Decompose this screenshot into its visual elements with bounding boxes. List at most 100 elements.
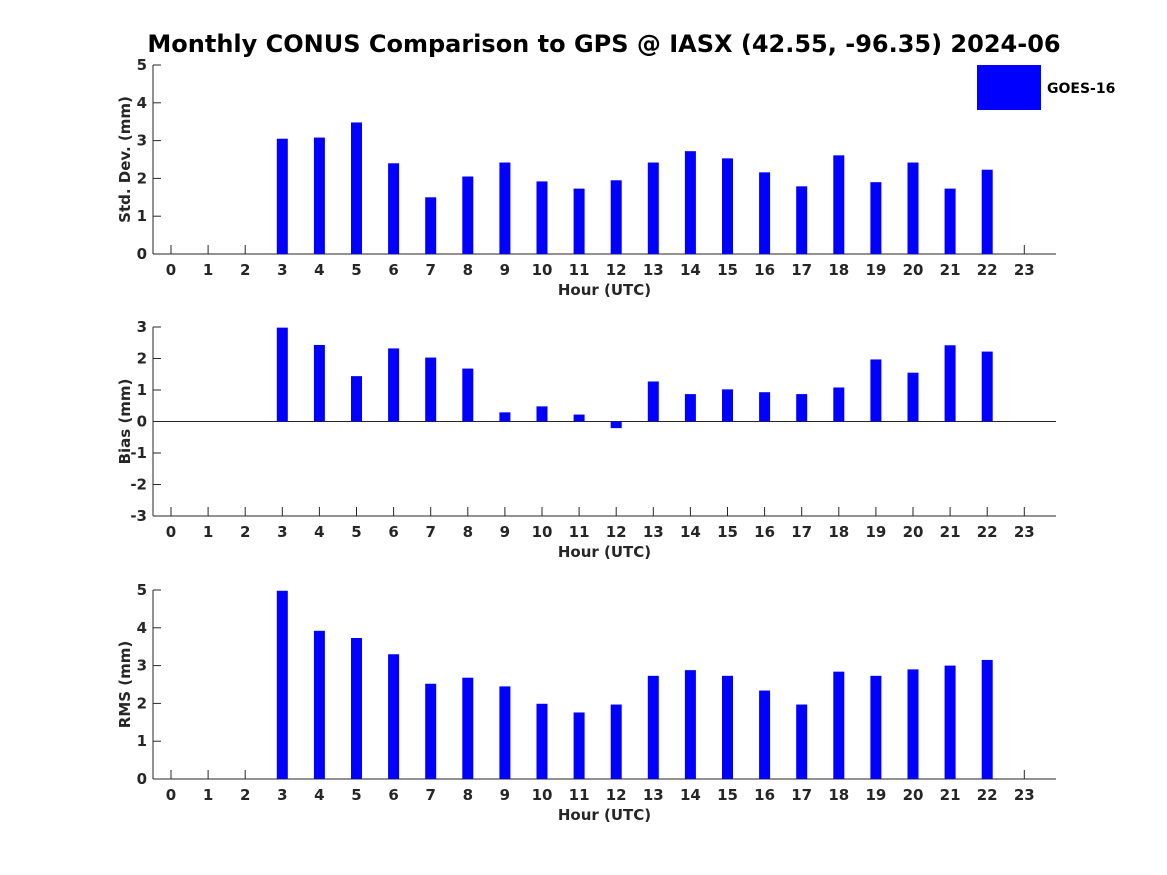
y-axis-label: Std. Dev. (mm) — [116, 96, 134, 223]
bar-hour-10 — [536, 181, 548, 254]
x-tick-label: 21 — [940, 523, 961, 541]
x-tick-label: 18 — [828, 786, 849, 804]
x-tick-label: 23 — [1014, 786, 1035, 804]
x-tick-label: 6 — [388, 261, 398, 279]
x-tick-label: 13 — [643, 523, 664, 541]
x-tick-label: 21 — [940, 261, 961, 279]
x-tick-label: 11 — [569, 261, 590, 279]
x-tick-label: 2 — [240, 261, 250, 279]
bar-hour-11 — [573, 712, 585, 779]
x-tick-label: 2 — [240, 786, 250, 804]
x-axis-label: Hour (UTC) — [558, 281, 651, 299]
bar-hour-8 — [462, 176, 474, 254]
x-tick-label: 16 — [754, 261, 775, 279]
bar-hour-4 — [313, 630, 325, 779]
y-tick-label: 3 — [137, 318, 147, 336]
x-tick-label: 7 — [425, 786, 435, 804]
y-tick-label: -2 — [130, 476, 147, 494]
y-tick-label: 1 — [137, 732, 147, 750]
x-tick-label: 14 — [680, 261, 701, 279]
x-tick-label: 15 — [717, 261, 738, 279]
y-axis-label: Bias (mm) — [116, 379, 134, 465]
bar-hour-19 — [870, 359, 882, 422]
y-tick-label: 4 — [137, 619, 147, 637]
bar-hour-6 — [388, 163, 400, 254]
legend-label: GOES-16 — [1047, 81, 1115, 97]
bar-hour-12 — [610, 180, 622, 254]
bar-hour-21 — [944, 345, 956, 422]
bar-hour-8 — [462, 368, 474, 422]
y-tick-label: 1 — [137, 381, 147, 399]
x-tick-label: 19 — [865, 523, 886, 541]
x-tick-label: 12 — [606, 523, 627, 541]
bar-hour-13 — [647, 162, 659, 254]
x-tick-label: 21 — [940, 786, 961, 804]
bar-hour-16 — [759, 172, 771, 254]
x-tick-label: 9 — [500, 523, 510, 541]
bar-hour-11 — [573, 188, 585, 254]
bar-hour-3 — [276, 138, 288, 254]
bar-hour-16 — [759, 392, 771, 422]
x-tick-label: 1 — [203, 523, 213, 541]
x-tick-label: 4 — [314, 786, 324, 804]
x-tick-label: 13 — [643, 261, 664, 279]
y-tick-label: -1 — [130, 444, 147, 462]
y-tick-label: 0 — [137, 770, 147, 788]
bar-hour-9 — [499, 686, 511, 779]
x-tick-label: 12 — [606, 261, 627, 279]
y-tick-label: -3 — [130, 507, 147, 525]
x-tick-label: 17 — [791, 786, 812, 804]
bar-hour-3 — [276, 590, 288, 779]
x-tick-label: 19 — [865, 786, 886, 804]
bar-hour-9 — [499, 412, 511, 422]
x-tick-label: 7 — [425, 523, 435, 541]
bar-hour-19 — [870, 675, 882, 779]
y-tick-label: 2 — [137, 169, 147, 187]
x-tick-label: 6 — [388, 786, 398, 804]
legend: GOES-16 — [977, 65, 1115, 110]
x-axis-label: Hour (UTC) — [558, 543, 651, 561]
bar-hour-12 — [610, 704, 622, 779]
y-tick-label: 0 — [137, 245, 147, 263]
x-tick-label: 5 — [351, 786, 361, 804]
bar-hour-16 — [759, 690, 771, 779]
x-tick-label: 5 — [351, 523, 361, 541]
bar-hour-13 — [647, 675, 659, 779]
y-tick-label: 3 — [137, 657, 147, 675]
x-tick-label: 3 — [277, 261, 287, 279]
x-tick-label: 16 — [754, 786, 775, 804]
x-tick-label: 14 — [680, 523, 701, 541]
x-tick-label: 9 — [500, 786, 510, 804]
bar-hour-17 — [796, 394, 808, 422]
bar-hour-10 — [536, 703, 548, 779]
bar-hour-7 — [425, 357, 437, 422]
bar-hour-6 — [388, 654, 400, 779]
x-tick-label: 17 — [791, 261, 812, 279]
bar-hour-15 — [722, 389, 733, 422]
x-tick-label: 4 — [314, 523, 324, 541]
x-tick-label: 20 — [903, 261, 924, 279]
bar-hour-15 — [722, 675, 733, 779]
bar-hour-15 — [722, 158, 733, 254]
x-tick-label: 10 — [532, 786, 553, 804]
bar-hour-14 — [684, 394, 696, 422]
x-tick-label: 22 — [977, 523, 998, 541]
bar-hour-13 — [647, 381, 659, 422]
x-tick-label: 1 — [203, 261, 213, 279]
x-tick-label: 10 — [532, 261, 553, 279]
y-tick-label: 2 — [137, 350, 147, 368]
y-tick-label: 2 — [137, 694, 147, 712]
x-tick-label: 22 — [977, 786, 998, 804]
x-tick-label: 10 — [532, 523, 553, 541]
bar-hour-14 — [684, 670, 696, 779]
x-tick-label: 15 — [717, 523, 738, 541]
bar-hour-4 — [313, 344, 325, 422]
bar-hour-20 — [907, 669, 919, 779]
y-tick-label: 4 — [137, 94, 147, 112]
bar-hour-11 — [573, 414, 585, 422]
x-tick-label: 15 — [717, 786, 738, 804]
chart-title: Monthly CONUS Comparison to GPS @ IASX (… — [147, 30, 1060, 58]
x-tick-label: 8 — [463, 786, 473, 804]
